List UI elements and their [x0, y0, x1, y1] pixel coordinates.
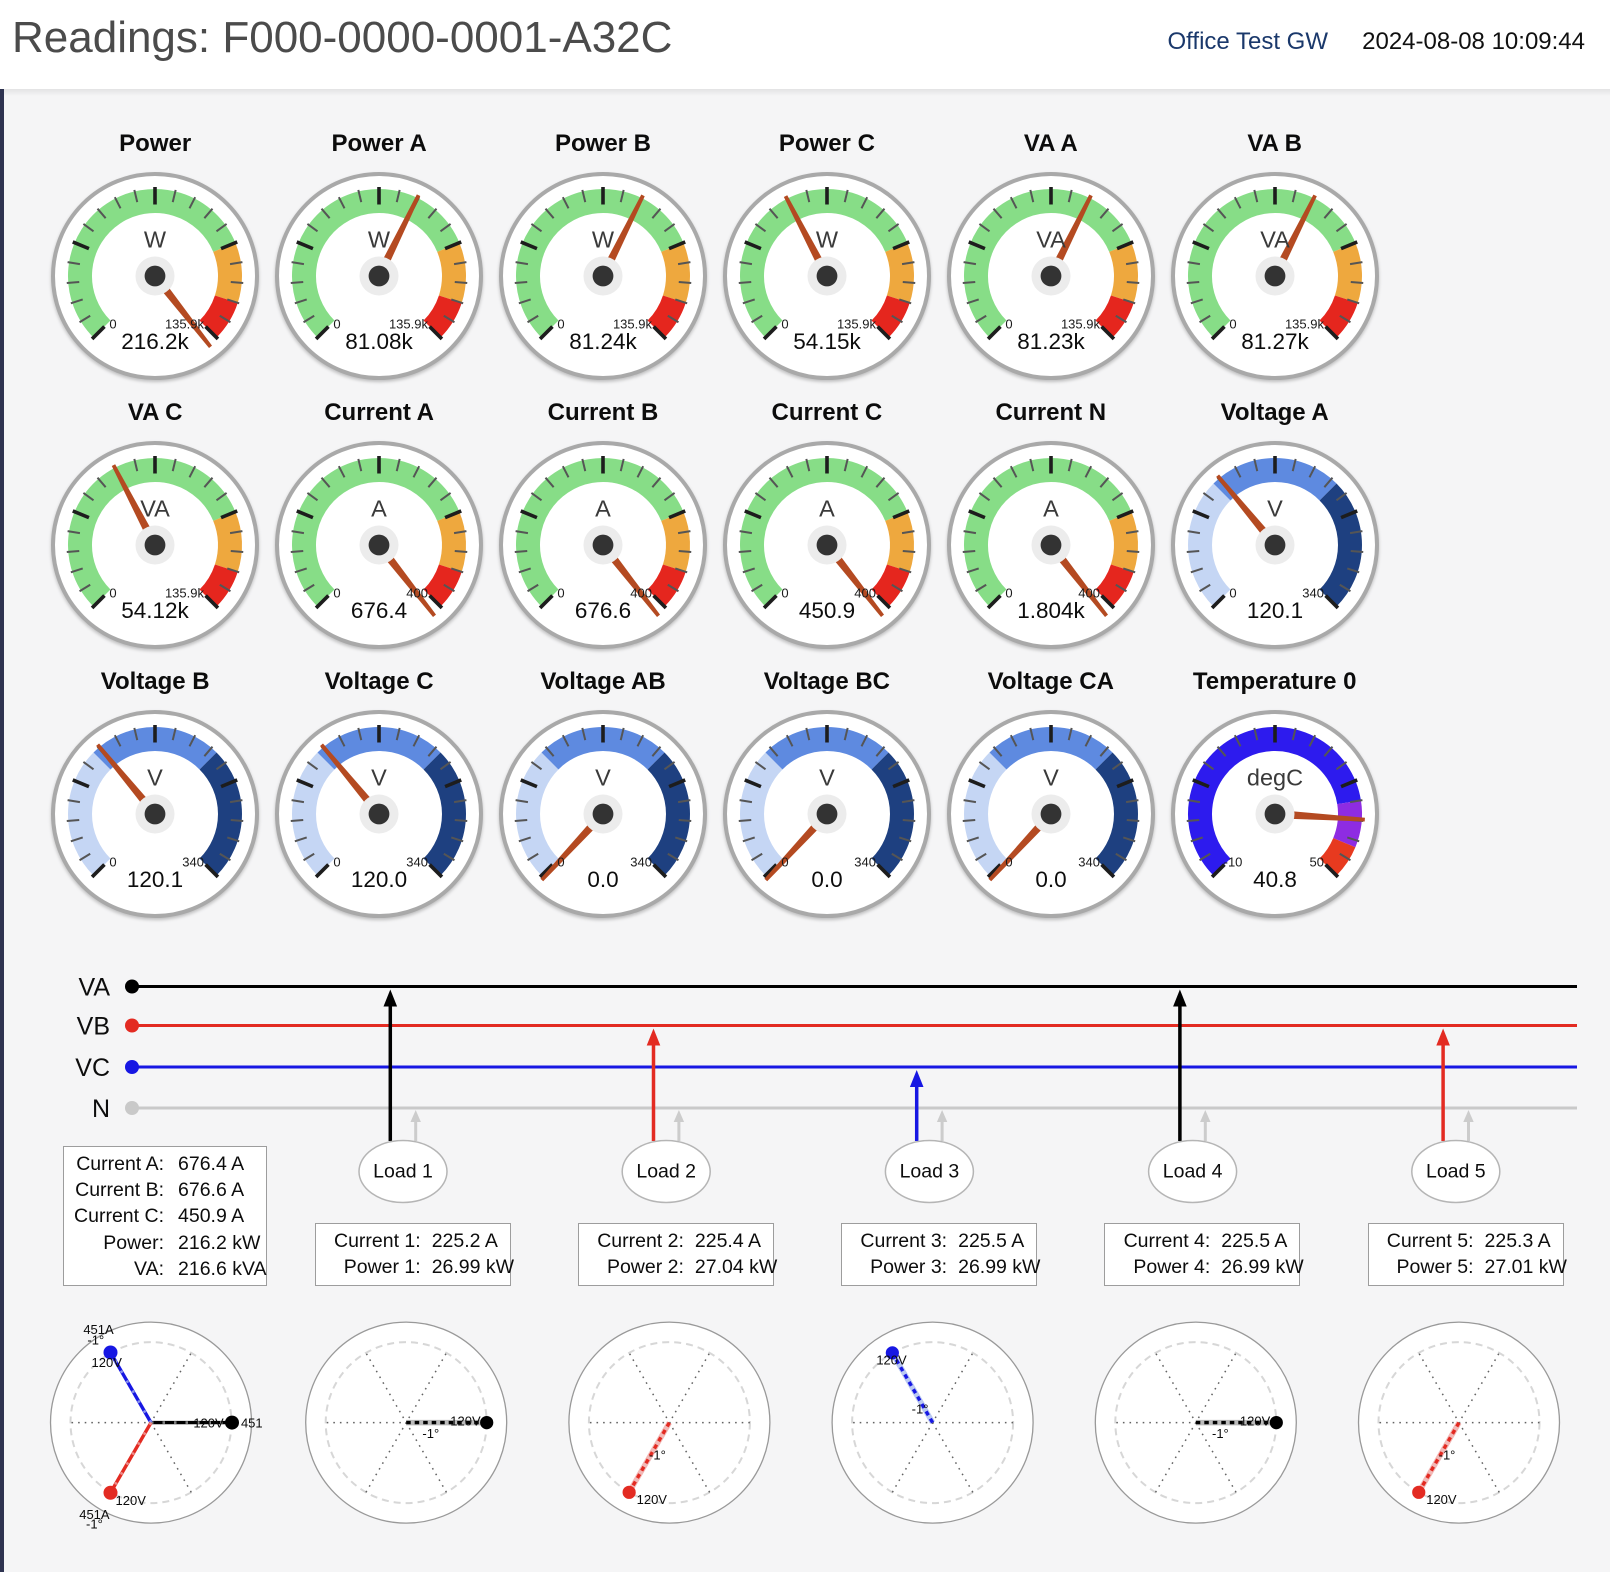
svg-text:0: 0 [557, 316, 564, 331]
svg-text:-1°: -1° [649, 1448, 666, 1463]
svg-text:A: A [819, 495, 835, 521]
svg-text:135.9k: 135.9k [165, 585, 205, 600]
svg-text:VC: VC [75, 1054, 110, 1082]
svg-text:120.0: 120.0 [351, 867, 407, 892]
svg-text:-1°: -1° [86, 1516, 103, 1531]
svg-text:N: N [92, 1095, 110, 1123]
svg-text:81.08k: 81.08k [345, 329, 413, 354]
svg-text:0: 0 [1005, 854, 1012, 869]
svg-text:0: 0 [333, 854, 340, 869]
svg-text:VA: VA [79, 974, 111, 1002]
svg-text:340: 340 [406, 854, 428, 869]
svg-text:Load 3: Load 3 [900, 1161, 960, 1183]
svg-text:0: 0 [557, 585, 564, 600]
svg-text:54.12k: 54.12k [121, 598, 189, 623]
svg-text:135.9k: 135.9k [165, 316, 205, 331]
svg-text:V: V [1043, 764, 1059, 790]
svg-text:A: A [1043, 495, 1059, 521]
svg-text:0: 0 [781, 316, 788, 331]
svg-text:340: 340 [1302, 585, 1324, 600]
svg-text:676.4: 676.4 [351, 598, 407, 623]
svg-text:340: 340 [182, 854, 204, 869]
svg-text:V: V [371, 764, 387, 790]
svg-text:W: W [816, 226, 839, 252]
svg-text:Load 2: Load 2 [636, 1161, 696, 1183]
svg-text:VA: VA [1036, 226, 1066, 252]
svg-text:120V: 120V [876, 1352, 907, 1367]
svg-text:120V: 120V [92, 1355, 123, 1370]
svg-text:81.27k: 81.27k [1241, 329, 1309, 354]
svg-text:135.9k: 135.9k [837, 316, 877, 331]
svg-text:81.23k: 81.23k [1017, 329, 1085, 354]
svg-text:0: 0 [1229, 316, 1236, 331]
svg-text:676.6: 676.6 [575, 598, 631, 623]
svg-text:120V: 120V [116, 1493, 147, 1508]
svg-text:-1°: -1° [422, 1426, 439, 1441]
svg-text:120.1: 120.1 [1247, 598, 1303, 623]
svg-text:120V: 120V [637, 1492, 668, 1507]
svg-text:-1°: -1° [912, 1401, 929, 1416]
svg-text:40.8: 40.8 [1253, 867, 1297, 892]
svg-text:Load 4: Load 4 [1163, 1161, 1223, 1183]
svg-text:V: V [1267, 495, 1283, 521]
svg-text:V: V [147, 764, 163, 790]
svg-text:0: 0 [1005, 316, 1012, 331]
svg-text:451: 451 [241, 1415, 263, 1430]
svg-text:451A: 451A [83, 1322, 114, 1337]
svg-text:450.9: 450.9 [799, 598, 855, 623]
svg-text:degC: degC [1247, 764, 1303, 790]
svg-text:Load 1: Load 1 [373, 1161, 433, 1183]
svg-text:400: 400 [406, 585, 428, 600]
svg-text:0: 0 [110, 316, 117, 331]
svg-text:0: 0 [110, 854, 117, 869]
svg-text:216.2k: 216.2k [121, 329, 189, 354]
svg-text:0: 0 [110, 585, 117, 600]
svg-text:0: 0 [333, 585, 340, 600]
svg-text:340: 340 [630, 854, 652, 869]
svg-text:1.804k: 1.804k [1017, 598, 1085, 623]
svg-text:0.0: 0.0 [1035, 867, 1066, 892]
svg-text:120.1: 120.1 [127, 867, 183, 892]
svg-text:VA: VA [1260, 226, 1290, 252]
svg-text:0: 0 [1005, 585, 1012, 600]
svg-text:0: 0 [781, 585, 788, 600]
svg-text:V: V [595, 764, 611, 790]
svg-text:W: W [144, 226, 167, 252]
svg-text:0: 0 [557, 854, 564, 869]
svg-text:50: 50 [1309, 854, 1323, 869]
svg-text:0.0: 0.0 [587, 867, 618, 892]
svg-text:Load 5: Load 5 [1426, 1161, 1486, 1183]
svg-text:400: 400 [630, 585, 652, 600]
svg-text:340: 340 [1078, 854, 1100, 869]
svg-text:135.9k: 135.9k [389, 316, 429, 331]
svg-text:54.15k: 54.15k [793, 329, 861, 354]
svg-text:0: 0 [781, 854, 788, 869]
svg-text:-10: -10 [1223, 854, 1242, 869]
svg-text:W: W [368, 226, 391, 252]
svg-text:-1°: -1° [1212, 1426, 1229, 1441]
svg-text:-1°: -1° [1439, 1448, 1456, 1463]
svg-text:W: W [592, 226, 615, 252]
svg-text:135.9k: 135.9k [613, 316, 653, 331]
svg-text:120V: 120V [450, 1413, 481, 1428]
svg-text:0: 0 [333, 316, 340, 331]
svg-text:135.9k: 135.9k [1285, 316, 1325, 331]
svg-text:VA: VA [140, 495, 170, 521]
svg-text:0.0: 0.0 [811, 867, 842, 892]
svg-text:340: 340 [854, 854, 876, 869]
svg-text:V: V [819, 764, 835, 790]
svg-text:135.9k: 135.9k [1061, 316, 1101, 331]
svg-text:0: 0 [1229, 585, 1236, 600]
svg-text:81.24k: 81.24k [569, 329, 637, 354]
svg-text:400: 400 [854, 585, 876, 600]
svg-text:120V: 120V [1426, 1492, 1457, 1507]
svg-text:400: 400 [1078, 585, 1100, 600]
svg-text:A: A [595, 495, 611, 521]
svg-text:120V: 120V [193, 1415, 224, 1430]
svg-text:A: A [371, 495, 387, 521]
svg-text:VB: VB [77, 1013, 110, 1041]
svg-text:451A: 451A [79, 1507, 110, 1522]
svg-text:-1°: -1° [87, 1333, 104, 1348]
svg-text:120V: 120V [1240, 1413, 1271, 1428]
